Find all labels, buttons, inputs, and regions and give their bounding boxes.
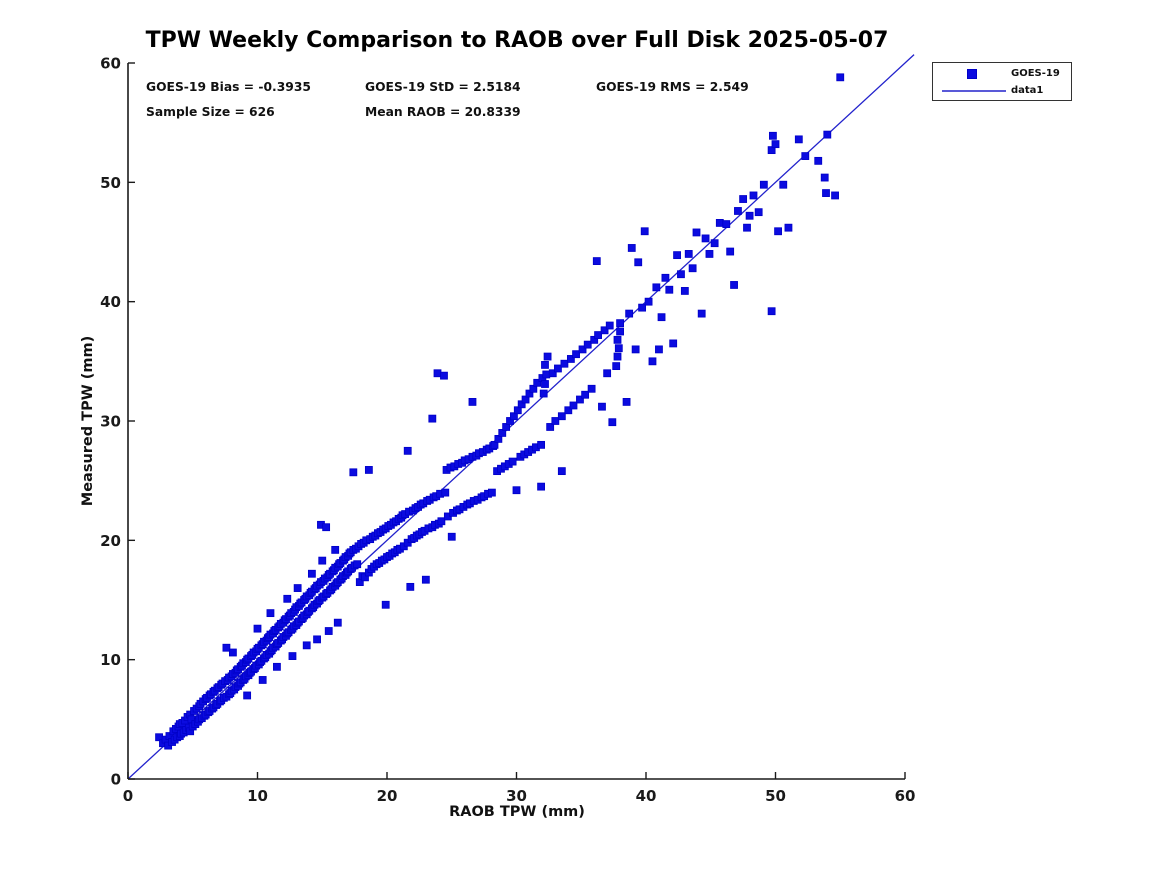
x-tick-label: 50 bbox=[765, 787, 786, 805]
axes: 0 10 20 30 40 50 60 0 10 20 30 40 50 60 bbox=[100, 55, 915, 806]
y-tick-label: 60 bbox=[100, 55, 121, 73]
x-tick-label: 30 bbox=[506, 787, 527, 805]
y-tick-label: 50 bbox=[100, 174, 121, 192]
y-tick-label: 10 bbox=[100, 651, 121, 669]
stat-std: GOES-19 StD = 2.5184 bbox=[365, 80, 521, 94]
scatter-marker-icon bbox=[967, 69, 977, 79]
scatter-points bbox=[155, 73, 845, 750]
x-tick-label: 0 bbox=[123, 787, 133, 805]
legend-entry-goes19: GOES-19 bbox=[933, 65, 1071, 83]
legend: GOES-19 data1 bbox=[932, 62, 1072, 101]
x-tick-label: 20 bbox=[377, 787, 398, 805]
stat-sample-size: Sample Size = 626 bbox=[146, 105, 275, 119]
y-tick-label: 0 bbox=[111, 771, 121, 789]
legend-label-data1: data1 bbox=[1011, 85, 1044, 96]
y-tick-label: 40 bbox=[100, 293, 121, 311]
x-tick-label: 40 bbox=[636, 787, 657, 805]
chart-title: TPW Weekly Comparison to RAOB over Full … bbox=[145, 28, 889, 53]
y-axis-label: Measured TPW (mm) bbox=[80, 335, 96, 507]
x-axis-label: RAOB TPW (mm) bbox=[449, 804, 585, 820]
line-icon bbox=[942, 90, 1006, 92]
legend-entry-data1: data1 bbox=[933, 82, 1071, 100]
stat-rms: GOES-19 RMS = 2.549 bbox=[596, 80, 749, 94]
x-tick-label: 60 bbox=[895, 787, 916, 805]
stat-bias: GOES-19 Bias = -0.3935 bbox=[146, 80, 311, 94]
stat-mean-raob: Mean RAOB = 20.8339 bbox=[365, 105, 521, 119]
x-tick-label: 10 bbox=[247, 787, 268, 805]
y-tick-label: 20 bbox=[100, 532, 121, 550]
y-tick-label: 30 bbox=[100, 413, 121, 431]
legend-label-goes19: GOES-19 bbox=[1011, 68, 1060, 79]
